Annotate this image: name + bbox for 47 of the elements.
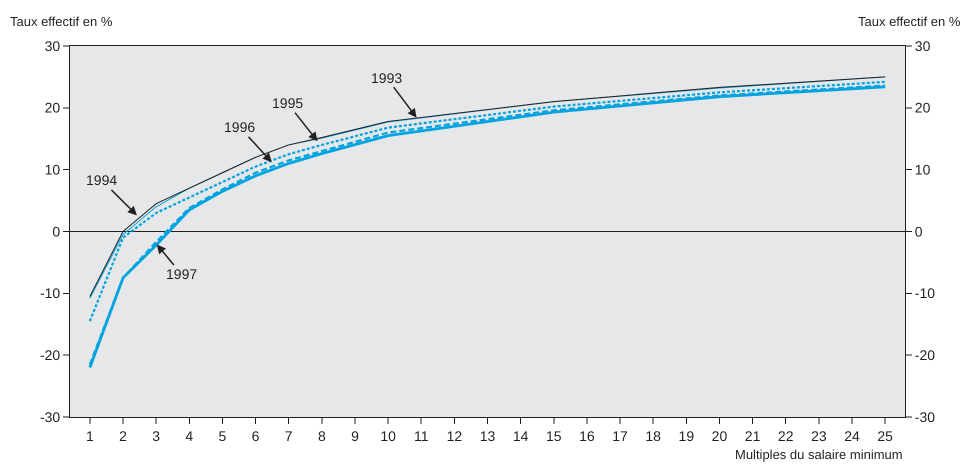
x-tick-label: 15 (546, 428, 562, 444)
y2-tick-label: 20 (914, 100, 931, 116)
y-tick-label: -10 (40, 285, 60, 302)
annotation: 1994 (86, 172, 118, 188)
x-tick-label: 21 (744, 428, 761, 444)
x-tick-label: 12 (446, 428, 462, 444)
x-axis-title: Multiples du salaire minimum (735, 447, 903, 462)
x-tick-label: 7 (284, 428, 293, 444)
y2-tick-label: 30 (914, 38, 931, 54)
x-tick-label: 5 (218, 428, 227, 444)
annotation: 1995 (272, 95, 304, 111)
x-tick-label: 17 (612, 428, 628, 444)
x-tick-label: 16 (579, 428, 595, 444)
y2-tick-label: 10 (914, 162, 931, 178)
y2-tick-label: -20 (914, 347, 936, 364)
y-tick-label: -20 (40, 347, 60, 364)
x-tick-label: 8 (318, 428, 326, 444)
y-tick-label: 20 (44, 100, 60, 116)
x-tick-label: 1 (86, 428, 94, 444)
annotation: 1993 (371, 70, 402, 86)
x-tick-label: 22 (778, 428, 794, 444)
y2-tick-label: 0 (914, 223, 923, 240)
x-tick-label: 24 (844, 428, 860, 444)
y-tick-label: 0 (52, 223, 60, 240)
annotation: 1997 (166, 266, 198, 282)
y-tick-label: 30 (44, 38, 60, 54)
x-tick-label: 20 (712, 428, 728, 444)
y-tick-label: -30 (40, 408, 60, 425)
x-tick-label: 25 (877, 428, 894, 444)
y-tick-label: 10 (44, 162, 60, 178)
x-tick-label: 14 (512, 428, 529, 444)
x-tick-label: 3 (152, 428, 160, 444)
x-tick-label: 9 (351, 428, 360, 444)
x-tick-label: 2 (119, 428, 128, 444)
y2-axis-title: Taux effectif en % (858, 14, 961, 29)
x-tick-label: 4 (185, 428, 194, 444)
x-tick-label: 10 (380, 428, 396, 444)
x-tick-label: 13 (480, 428, 496, 444)
y2-tick-label: -10 (914, 285, 936, 302)
y-axis-title: Taux effectif en % (10, 14, 113, 29)
x-tick-label: 19 (678, 428, 694, 444)
x-tick-label: 11 (414, 428, 429, 444)
y2-tick-label: -30 (914, 408, 936, 425)
x-tick-label: 6 (252, 428, 260, 444)
x-tick-label: 23 (811, 428, 827, 444)
x-tick-label: 18 (645, 428, 662, 444)
annotation: 1996 (224, 119, 256, 135)
